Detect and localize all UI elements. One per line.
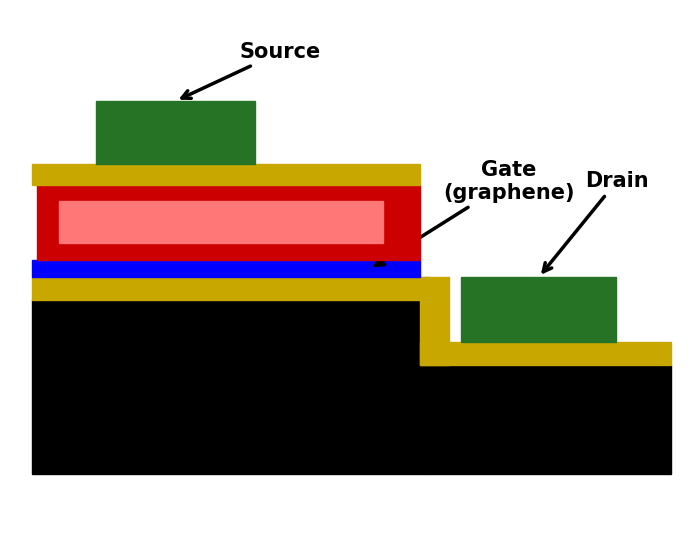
Text: Drain: Drain bbox=[543, 171, 648, 272]
Bar bbox=[36, 186, 419, 260]
Bar bbox=[32, 300, 430, 474]
Bar bbox=[32, 260, 419, 277]
Bar bbox=[461, 277, 615, 341]
Bar bbox=[97, 101, 256, 163]
Bar bbox=[430, 365, 671, 474]
Bar bbox=[32, 277, 430, 300]
Text: Source: Source bbox=[182, 42, 321, 98]
Bar bbox=[60, 201, 383, 243]
Bar bbox=[419, 277, 449, 365]
Text: Gate
(graphene): Gate (graphene) bbox=[375, 160, 575, 266]
Bar bbox=[419, 341, 671, 365]
Bar bbox=[32, 163, 419, 186]
